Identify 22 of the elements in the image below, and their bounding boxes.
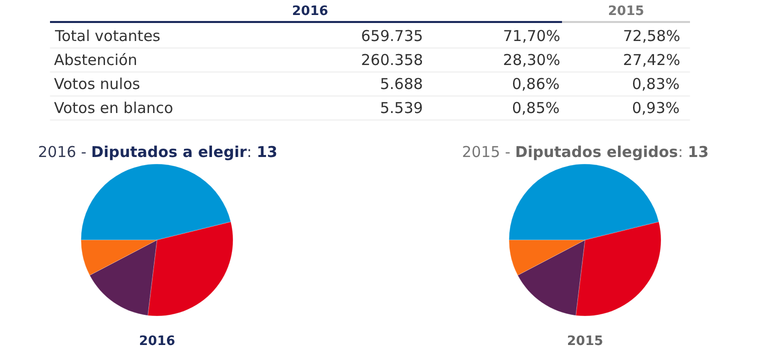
text: 2016 <box>139 334 176 349</box>
data-label: 260.358 <box>361 51 424 69</box>
data-label: 28,30% <box>503 51 560 69</box>
data-label: 0,86% <box>512 75 560 93</box>
data-label: 71,70% <box>503 27 560 45</box>
data-label: 27,42% <box>623 51 680 69</box>
category-label: Abstención <box>54 51 138 69</box>
chart-title: 2016 - Diputados a elegir: 13 <box>38 143 278 161</box>
text: 2016 <box>292 4 328 19</box>
category-label: Votos nulos <box>54 75 140 93</box>
data-label: 0,83% <box>632 75 680 93</box>
text: 2015 <box>567 334 604 349</box>
data-label: 72,58% <box>623 27 680 45</box>
data-label: 5.688 <box>380 75 423 93</box>
data-label: 659.735 <box>361 27 424 45</box>
data-label: 0,85% <box>512 99 560 117</box>
category-label: Votos en blanco <box>54 99 174 117</box>
text: 2015 <box>608 4 644 19</box>
data-label: 5.539 <box>380 99 423 117</box>
category-label: Total votantes <box>54 27 161 45</box>
chart-title: 2015 - Diputados elegidos: 13 <box>462 143 709 161</box>
data-label: 0,93% <box>632 99 680 117</box>
